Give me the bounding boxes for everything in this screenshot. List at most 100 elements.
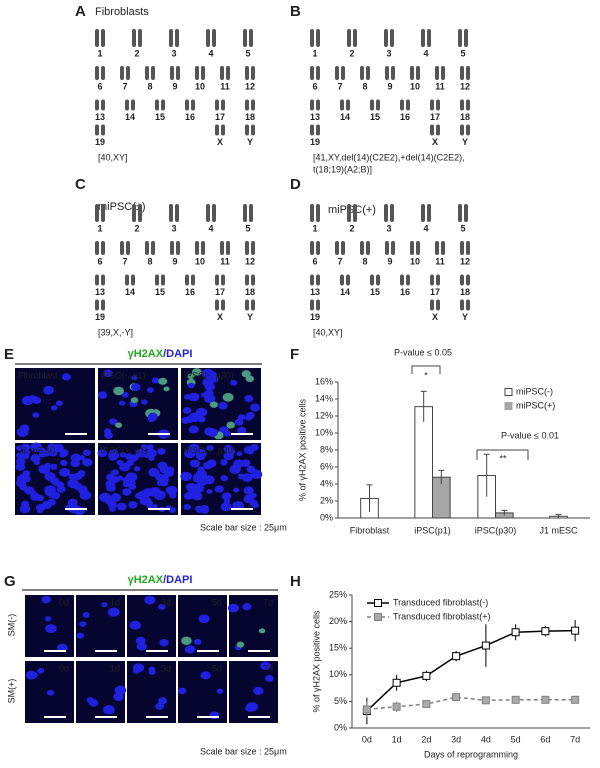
chromosome-label: 6 [97,81,102,91]
nucleus [220,475,229,482]
nucleus [237,426,247,435]
nucleus [111,476,120,484]
chromosome [131,274,135,286]
chromosome [391,66,395,80]
chromosome [126,241,130,255]
chromosome [316,66,320,80]
chromosome [390,204,394,222]
chromosome-label: 9 [387,81,392,91]
chromosome [132,204,136,222]
chromosome [95,299,99,311]
x-tick-label: 1d [392,734,402,744]
chromosome [151,66,155,80]
chromosome-label: 1 [97,223,102,233]
y-tick-label: 5% [334,696,347,706]
karyotype-caption: [41,XY,del(14)(C2E2),+del(14)(C2E2), [313,152,465,162]
nucleus [125,472,138,482]
chromosome [347,29,351,47]
day-label: 7d [263,663,273,673]
chromosome [185,274,189,286]
nucleus [230,379,238,386]
x-tick-label: 7d [570,734,580,744]
panel-title: Fibroblasts [95,6,149,18]
nucleus [216,688,224,694]
day-label: 0d [59,597,69,607]
chromosome [226,66,230,80]
nucleus [206,445,214,452]
chromosome [436,124,440,136]
bracket [411,365,441,374]
chromosome [169,29,173,47]
legend-swatch [504,388,513,396]
nucleus [128,483,137,490]
chromosome [221,124,225,136]
chromosome-label: 2 [349,48,354,58]
nucleus [21,443,31,451]
chromosome [400,99,404,111]
y-tick-label: 0% [334,722,347,732]
nucleus [109,506,116,512]
nucleus [146,449,158,458]
nucleus [214,485,224,493]
chromosome [245,274,249,286]
panel-letter: G [4,573,16,590]
nucleus [114,685,127,695]
chromosome [366,241,370,255]
marker [541,695,550,704]
chromosome-label: 12 [245,256,255,266]
chromosome [215,99,219,111]
chromosome-label: 13 [310,112,320,122]
nucleus [22,453,29,458]
nucleus [182,406,192,414]
nucleus [101,602,108,608]
marker [511,695,520,704]
chromosome [161,274,165,286]
day-label: 3d [161,597,171,607]
x-tick-label: 4d [481,734,491,744]
chromosome-label: 10 [410,81,420,91]
nucleus [250,469,263,480]
y-tick-label: 2% [320,495,333,505]
nucleus [245,704,255,712]
nucleus [220,502,232,512]
chromosome-label: 15 [370,112,380,122]
nucleus [187,382,195,389]
chromosome [212,29,216,47]
chromosome [251,66,255,80]
nucleus [220,460,228,466]
nucleus [41,449,51,457]
chromosome [101,29,105,47]
chromosome [427,29,431,47]
chromosome [310,299,314,311]
chromosome-label: 19 [95,312,105,322]
nucleus [195,452,206,461]
nucleus [32,412,40,418]
chromosome-label: 2 [349,223,354,233]
marker [481,696,490,705]
chromosome [132,29,136,47]
nucleus [155,702,165,710]
nucleus [209,371,217,377]
stain-name: /DAPI [163,348,192,360]
nucleus [202,377,214,387]
chromosome [251,241,255,255]
chromosome [353,204,357,222]
day-label: 5d [212,597,222,607]
nucleus [55,400,63,407]
nucleus [97,391,108,399]
chromosome [245,66,249,80]
chromosome-label: 7 [122,81,127,91]
chromosome [466,241,470,255]
chromosome [376,99,380,111]
bracket [476,449,529,460]
nucleus [60,459,68,466]
marker [362,705,371,714]
chromosome [251,299,255,311]
chromosome [347,204,351,222]
nucleus [253,686,264,696]
nucleus [97,449,108,458]
nucleus [37,668,45,674]
nucleus [109,452,118,460]
panel-letter: F [290,346,299,363]
